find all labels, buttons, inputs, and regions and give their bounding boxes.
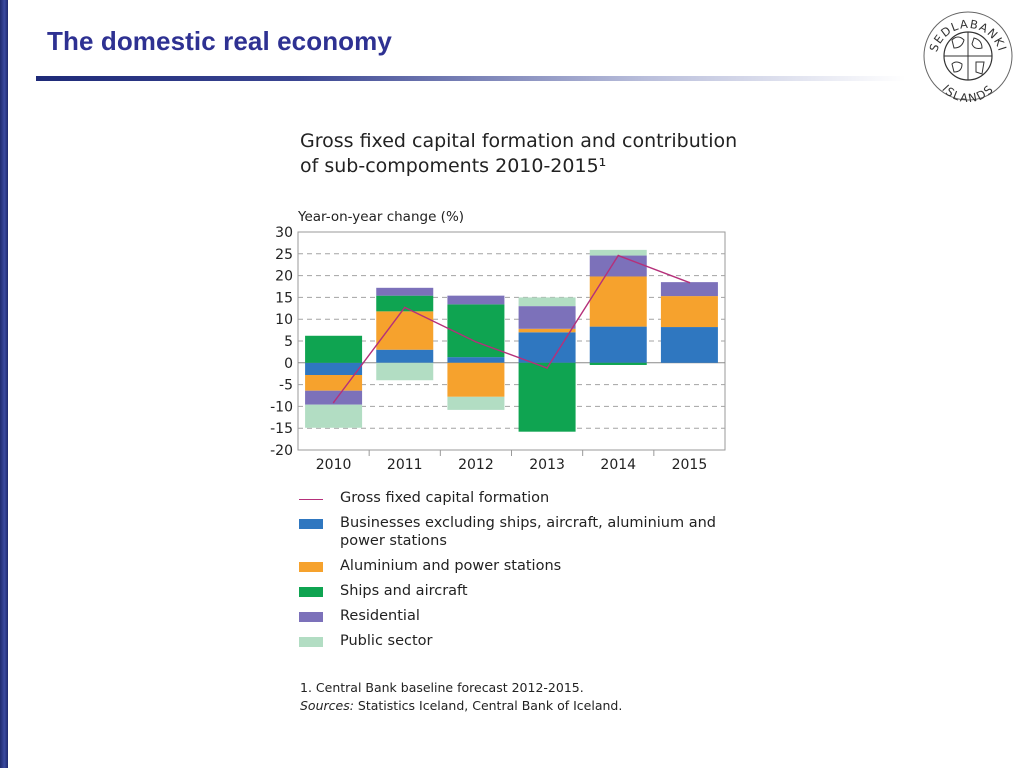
- logo-text-bottom: ISLANDS: [939, 82, 995, 102]
- line-point: [475, 341, 477, 343]
- legend-label: Ships and aircraft: [340, 583, 468, 599]
- slide-title: The domestic real economy: [47, 26, 392, 56]
- bar-residential: [660, 282, 718, 297]
- line-point: [332, 401, 335, 404]
- legend-label: Businesses excluding ships, aircraft, al…: [340, 515, 717, 549]
- legend-swatch: [299, 499, 323, 500]
- y-tick-label: -10: [270, 399, 293, 415]
- line-point: [617, 254, 620, 257]
- legend-label: Residential: [340, 608, 420, 624]
- bar-aluminium: [305, 375, 363, 391]
- legend-label: Gross fixed capital formation: [340, 490, 550, 506]
- legend-swatch: [299, 562, 323, 572]
- y-tick-label: 25: [275, 247, 293, 263]
- chart-title-line-2: of sub-compoments 2010-2015¹: [300, 155, 607, 177]
- stacked-bar-chart: Year-on-year change (%)302520151050-5-10…: [270, 209, 726, 473]
- bar-public: [447, 396, 505, 410]
- bar-ships: [589, 362, 647, 365]
- chart-title-line-1: Gross fixed capital formation and contri…: [300, 130, 738, 152]
- x-tick-label: 2015: [672, 457, 708, 473]
- y-tick-label: 20: [275, 269, 293, 285]
- sources-text: Statistics Iceland, Central Bank of Icel…: [353, 698, 623, 713]
- bar-public: [589, 249, 647, 256]
- legend-line: Gross fixed capital formation: [299, 489, 730, 507]
- x-tick-label: 2012: [458, 457, 494, 473]
- bar-businesses: [447, 357, 505, 363]
- bar-residential: [305, 390, 363, 405]
- bar-ships: [305, 335, 363, 363]
- footnote-note: 1. Central Bank baseline forecast 2012-2…: [300, 680, 584, 695]
- y-tick-label: 30: [275, 225, 293, 241]
- legend-label: Aluminium and power stations: [340, 558, 562, 574]
- bar-businesses: [305, 362, 363, 376]
- bar-businesses: [589, 326, 647, 363]
- bar-public: [305, 404, 363, 428]
- bar-residential: [447, 295, 505, 305]
- legend-residential: Residential: [299, 607, 730, 625]
- legend-swatch: [299, 637, 323, 647]
- legend-aluminium: Aluminium and power stations: [299, 557, 730, 575]
- line-gross-fixed-capital-formation: [333, 254, 690, 403]
- bar-businesses: [376, 349, 434, 363]
- line-point: [688, 281, 691, 284]
- bar-ships: [518, 362, 576, 432]
- bar-aluminium: [447, 362, 505, 397]
- bar-aluminium: [660, 296, 718, 328]
- sedlabanki-seal-icon: SEDLABANKI ISLANDS: [923, 11, 1013, 102]
- legend-ships: Ships and aircraft: [299, 582, 730, 600]
- bar-aluminium: [376, 311, 434, 350]
- chart-title: Gross fixed capital formation and contri…: [300, 129, 737, 179]
- sources-label: Sources:: [300, 698, 354, 713]
- x-tick-label: 2011: [387, 457, 423, 473]
- bar-aluminium: [518, 328, 576, 333]
- bar-residential: [518, 306, 576, 329]
- x-tick-label: 2014: [600, 457, 636, 473]
- legend-public: Public sector: [299, 632, 730, 650]
- bar-residential: [589, 255, 647, 277]
- footnote-sources: Sources: Statistics Iceland, Central Ban…: [300, 697, 622, 715]
- y-tick-label: 10: [275, 312, 293, 328]
- y-tick-label: 0: [284, 356, 293, 372]
- line-point: [546, 367, 548, 369]
- legend-businesses: Businesses excluding ships, aircraft, al…: [299, 514, 730, 550]
- y-tick-label: 5: [284, 334, 293, 350]
- bar-aluminium: [589, 276, 647, 327]
- y-tick-label: 15: [275, 290, 293, 306]
- left-border-stripe: [0, 0, 8, 768]
- bar-public: [376, 362, 434, 381]
- bar-ships: [376, 295, 434, 312]
- y-axis-label: Year-on-year change (%): [297, 209, 464, 225]
- legend-label: Public sector: [340, 633, 433, 649]
- line-point: [403, 306, 406, 309]
- x-tick-label: 2010: [316, 457, 352, 473]
- bar-public: [518, 297, 576, 307]
- x-tick-label: 2013: [529, 457, 565, 473]
- legend-swatch: [299, 587, 323, 597]
- y-tick-label: -5: [279, 378, 293, 394]
- y-tick-label: -15: [270, 421, 293, 437]
- bar-residential: [376, 287, 434, 296]
- svg-text:ISLANDS: ISLANDS: [939, 82, 996, 102]
- bar-businesses: [660, 327, 718, 363]
- legend-swatch: [299, 519, 323, 529]
- legend-swatch: [299, 612, 323, 622]
- y-tick-label: -20: [270, 443, 293, 459]
- chart-footnote: 1. Central Bank baseline forecast 2012-2…: [300, 679, 622, 715]
- title-underline: [36, 76, 906, 81]
